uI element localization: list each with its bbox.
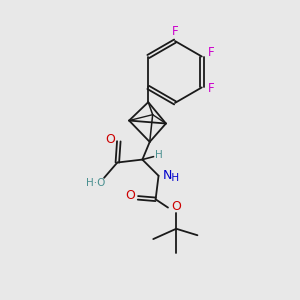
Text: F: F [208, 46, 214, 59]
Text: H: H [155, 150, 162, 160]
Text: F: F [208, 82, 214, 95]
Text: O: O [125, 189, 135, 202]
Text: O: O [171, 200, 181, 213]
Text: H·O: H·O [85, 178, 105, 188]
Text: ·H: ·H [169, 173, 180, 183]
Text: N: N [163, 169, 172, 182]
Text: O: O [106, 133, 116, 146]
Text: F: F [172, 25, 178, 38]
